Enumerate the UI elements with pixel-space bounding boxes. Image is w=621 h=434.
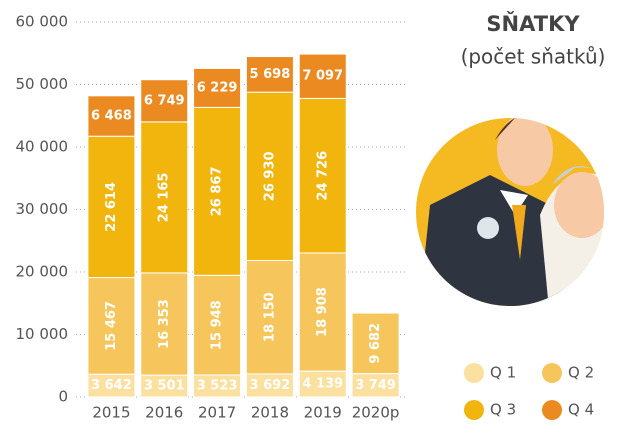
y-tick-label: 50 000 xyxy=(16,75,69,93)
value-label: 5 698 xyxy=(250,67,291,82)
value-label: 6 749 xyxy=(144,93,185,108)
legend-label: Q 3 xyxy=(490,401,516,419)
legend-swatch xyxy=(464,400,484,420)
legend-swatch xyxy=(542,363,562,383)
chart-title: SŇATKY xyxy=(486,11,580,36)
value-label: 3 501 xyxy=(144,379,185,394)
value-label: 15 467 xyxy=(104,301,119,351)
value-label: 7 097 xyxy=(302,69,343,84)
x-tick-label: 2017 xyxy=(198,404,236,422)
value-label: 6 468 xyxy=(91,109,132,124)
value-label: 24 165 xyxy=(157,173,172,223)
value-label: 26 867 xyxy=(210,166,225,216)
legend-swatch xyxy=(464,363,484,383)
value-label: 4 139 xyxy=(302,377,343,392)
value-label: 3 692 xyxy=(250,378,291,393)
x-tick-label: 2018 xyxy=(251,404,289,422)
value-label: 16 353 xyxy=(157,299,172,349)
value-label: 22 614 xyxy=(104,182,119,232)
legend-label: Q 4 xyxy=(568,401,594,419)
y-tick-label: 30 000 xyxy=(16,200,69,218)
y-tick-label: 10 000 xyxy=(16,325,69,343)
value-label: 15 948 xyxy=(210,300,225,350)
x-tick-label: 2019 xyxy=(304,404,342,422)
x-tick-label: 2015 xyxy=(92,404,130,422)
value-label: 6 229 xyxy=(197,80,238,95)
chart: SŇATKY (počet sňatků) 0 10 000 20 000 30 00… xyxy=(0,0,621,430)
y-tick-label: 0 xyxy=(58,388,68,406)
value-label: 26 930 xyxy=(262,151,277,201)
value-label: 18 150 xyxy=(262,292,277,342)
x-tick-label: 2016 xyxy=(145,404,183,422)
value-label: 3 642 xyxy=(91,378,132,393)
value-label: 24 726 xyxy=(315,151,330,201)
illustration xyxy=(416,114,620,320)
y-tick-label: 40 000 xyxy=(16,138,69,156)
legend-label: Q 1 xyxy=(490,364,516,382)
value-label: 3 523 xyxy=(197,378,238,393)
y-tick-label: 60 000 xyxy=(16,13,69,31)
value-label: 18 908 xyxy=(315,287,330,337)
legend-label: Q 2 xyxy=(568,364,594,382)
y-tick-label: 20 000 xyxy=(16,263,69,281)
value-label: 9 682 xyxy=(368,323,383,364)
chart-subtitle: (počet sňatků) xyxy=(461,45,606,69)
value-label: 3 749 xyxy=(355,378,396,393)
x-tick-label: 2020p xyxy=(352,404,400,422)
legend-swatch xyxy=(542,400,562,420)
